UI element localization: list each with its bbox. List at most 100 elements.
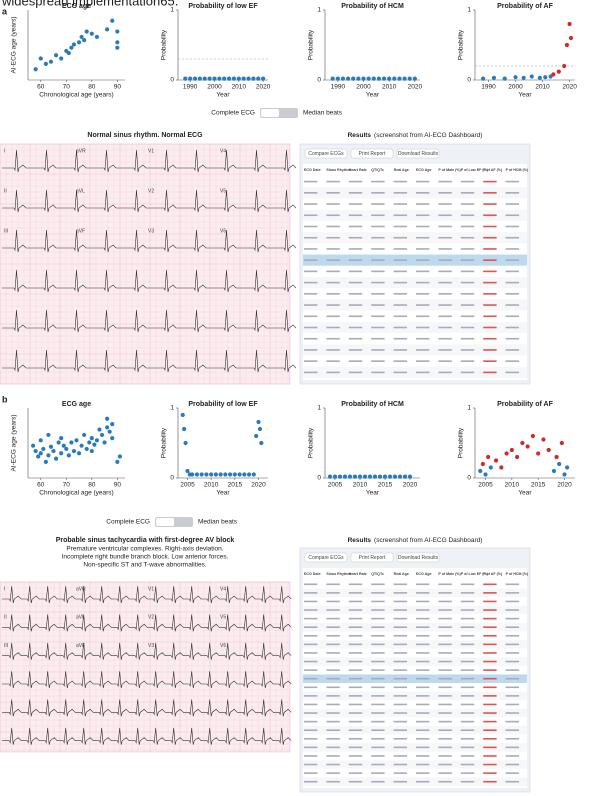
cell-text xyxy=(371,738,384,740)
point xyxy=(217,77,221,81)
point xyxy=(110,422,114,426)
y-axis-label: Probability xyxy=(161,29,168,60)
cell-text xyxy=(349,360,362,362)
point xyxy=(397,77,401,81)
point xyxy=(554,455,558,459)
cell-text xyxy=(394,678,407,680)
cell-text xyxy=(483,652,496,654)
cell-text xyxy=(438,372,451,374)
column-header: Sinus Rhythm xyxy=(326,572,350,576)
cell-text xyxy=(483,618,496,620)
column-header: QT/QTc xyxy=(371,168,384,172)
cell-text xyxy=(438,360,451,362)
cell-text xyxy=(438,764,451,766)
cell-text xyxy=(326,226,339,228)
cell-text xyxy=(506,360,519,362)
cell-text xyxy=(394,626,407,628)
cell-text xyxy=(461,644,474,646)
button-label: Print Report xyxy=(359,555,386,561)
cell-text xyxy=(304,583,317,585)
cell-text xyxy=(349,729,362,731)
cell-text xyxy=(349,781,362,783)
point xyxy=(90,32,94,36)
point xyxy=(543,75,547,79)
cell-text xyxy=(371,626,384,628)
point xyxy=(232,77,236,81)
point xyxy=(246,77,250,81)
cell-text xyxy=(304,349,317,351)
cell-text xyxy=(483,626,496,628)
cell-text xyxy=(461,304,474,306)
cell-text xyxy=(506,304,519,306)
cell-text xyxy=(506,192,519,194)
point xyxy=(368,475,372,479)
cell-text xyxy=(416,349,429,351)
cell-text xyxy=(416,601,429,603)
cell-text xyxy=(326,635,339,637)
cell-text xyxy=(416,214,429,216)
y-axis-label: Probability xyxy=(161,427,168,458)
cell-text xyxy=(506,781,519,783)
cell-text xyxy=(371,695,384,697)
ecg-subtitle: Non-specific ST and T-wave abnormalities… xyxy=(83,562,207,569)
point xyxy=(403,475,407,479)
chart-title: Probability of HCM xyxy=(341,3,404,10)
cell-text xyxy=(349,349,362,351)
cell-text xyxy=(349,669,362,671)
column-header: ECG Age xyxy=(416,168,431,172)
cell-text xyxy=(394,360,407,362)
cell-text xyxy=(349,226,362,228)
point xyxy=(193,77,197,81)
point xyxy=(486,455,490,459)
cell-text xyxy=(438,327,451,329)
y-axis-label: Probability xyxy=(308,29,315,60)
point xyxy=(39,56,43,60)
point xyxy=(338,475,342,479)
cell-text xyxy=(506,618,519,620)
point xyxy=(59,451,63,455)
lead-label: V5 xyxy=(220,615,226,621)
cell-text xyxy=(438,237,451,239)
cell-text xyxy=(506,248,519,250)
x-tick-label: 80 xyxy=(88,84,96,91)
cell-text xyxy=(394,271,407,273)
x-tick-label: 2020 xyxy=(408,84,423,91)
point xyxy=(227,77,231,81)
cell-text xyxy=(304,764,317,766)
point xyxy=(402,77,406,81)
cell-text xyxy=(394,248,407,250)
cell-text xyxy=(506,601,519,603)
column-header: Heart Rate xyxy=(349,168,367,172)
cell-text xyxy=(506,338,519,340)
x-tick-label: 2020 xyxy=(403,482,418,489)
cell-text xyxy=(506,259,519,261)
point xyxy=(80,444,84,448)
cell-text xyxy=(349,661,362,663)
cell-text xyxy=(483,203,496,205)
cell-text xyxy=(506,755,519,757)
x-tick-label: 2020 xyxy=(557,482,572,489)
cell-text xyxy=(416,181,429,183)
cell-text xyxy=(349,644,362,646)
page: widespread implementation65.ECG age60708… xyxy=(0,0,601,796)
lead-label: I xyxy=(4,586,5,592)
cell-text xyxy=(416,271,429,273)
cell-text xyxy=(506,214,519,216)
point xyxy=(351,77,355,81)
point xyxy=(233,472,237,476)
cell-text xyxy=(438,729,451,731)
cell-text xyxy=(326,360,339,362)
point xyxy=(258,427,262,431)
results-title: Results(screenshot from AI-ECG Dashboard… xyxy=(348,132,483,139)
cell-text xyxy=(349,609,362,611)
x-tick-label: 2020 xyxy=(251,482,266,489)
lead-label: V4 xyxy=(220,586,226,592)
y-tick-label: 0 xyxy=(467,475,471,482)
cell-text xyxy=(349,695,362,697)
cell-text xyxy=(438,755,451,757)
cell-text xyxy=(371,747,384,749)
cell-text xyxy=(304,315,317,317)
cell-text xyxy=(349,601,362,603)
cell-text xyxy=(438,583,451,585)
cell-text xyxy=(506,704,519,706)
